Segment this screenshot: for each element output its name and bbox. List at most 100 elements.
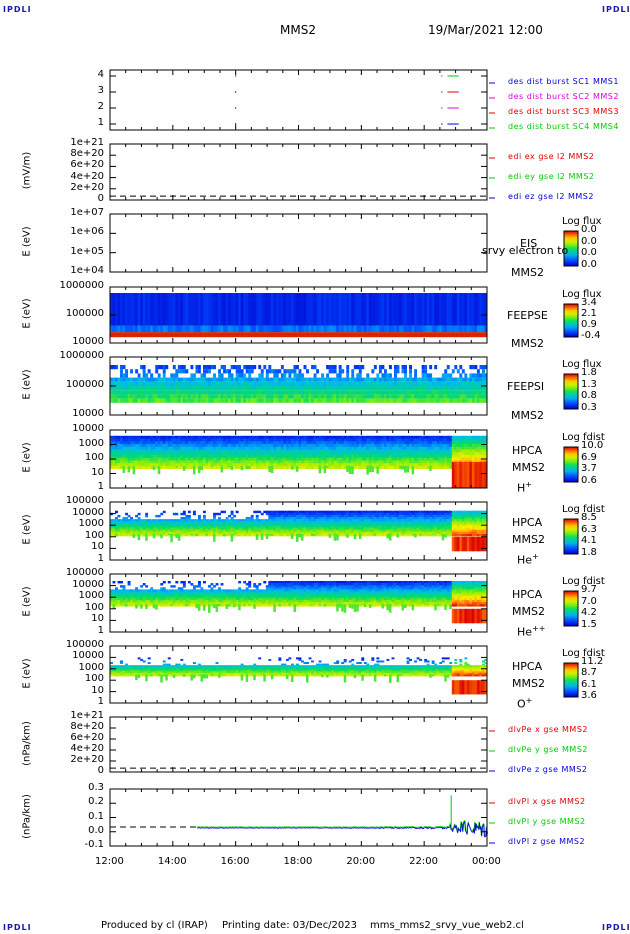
spectrogram-cell bbox=[253, 521, 257, 524]
spectrogram-cell bbox=[409, 377, 412, 382]
spectrogram-cell bbox=[318, 463, 322, 467]
spectrogram-cell bbox=[381, 373, 385, 378]
spectrogram-cell bbox=[165, 438, 169, 442]
spectrogram-cell bbox=[150, 446, 154, 450]
spectrogram-cell bbox=[484, 398, 488, 403]
spectrogram-cell bbox=[213, 381, 216, 386]
spectrogram-cell bbox=[346, 365, 350, 370]
spectrogram-cell bbox=[115, 449, 118, 453]
spectrogram-cell bbox=[225, 531, 229, 535]
spectrogram-cell bbox=[205, 365, 209, 370]
spectrogram-cell bbox=[192, 293, 196, 326]
spectrogram-cell bbox=[416, 441, 420, 445]
spectrogram-cell bbox=[303, 293, 307, 326]
spectrogram-cell bbox=[268, 523, 272, 526]
spectrogram-cell bbox=[130, 325, 134, 333]
spectrogram-cell bbox=[265, 523, 269, 526]
spectrogram-cell bbox=[474, 293, 478, 326]
spectrogram-cell bbox=[353, 512, 357, 516]
spectrogram-cell bbox=[248, 373, 252, 378]
spectrogram-cell bbox=[414, 463, 418, 467]
spectrogram-cell bbox=[273, 394, 277, 399]
spectrogram-cell bbox=[431, 381, 435, 386]
spectrogram-cell bbox=[323, 533, 327, 537]
spectrogram-cell bbox=[353, 377, 357, 382]
spectrogram-cell bbox=[185, 454, 189, 459]
spectrogram-cell bbox=[386, 449, 390, 453]
spectrogram-cell bbox=[182, 446, 186, 450]
spectrogram-cell bbox=[155, 457, 159, 461]
spectrogram-cell bbox=[358, 465, 362, 469]
spectrogram-cell bbox=[441, 390, 445, 395]
spectrogram-cell bbox=[180, 460, 184, 464]
spectrogram-cell bbox=[120, 438, 123, 442]
spectrogram-cell bbox=[140, 398, 144, 403]
spectrogram-cell bbox=[218, 386, 221, 391]
spectrogram-cell bbox=[474, 454, 478, 459]
spectrogram-cell bbox=[378, 377, 382, 382]
spectrogram-cell bbox=[240, 332, 244, 338]
spectrogram-cell bbox=[295, 449, 299, 453]
spectrogram-cell bbox=[243, 465, 247, 469]
spectrogram-cell bbox=[346, 398, 350, 403]
spectrogram-cell bbox=[416, 386, 420, 391]
spectrogram-cell bbox=[444, 394, 448, 399]
spectrogram-cell bbox=[275, 465, 279, 469]
spectrogram-cell bbox=[235, 438, 239, 442]
spectrogram-cell bbox=[125, 512, 128, 516]
spectrogram-cell bbox=[268, 452, 272, 456]
spectrogram-cell bbox=[265, 394, 269, 399]
spectrogram-cell bbox=[295, 519, 299, 522]
spectrogram-cell bbox=[175, 446, 179, 450]
spectrogram-cell bbox=[303, 325, 307, 333]
spectrogram-cell bbox=[378, 510, 382, 514]
spectrogram-cell bbox=[270, 463, 274, 467]
spectrogram-cell bbox=[301, 452, 304, 456]
spectrogram-cell bbox=[170, 521, 174, 524]
spectrogram-cell bbox=[213, 519, 216, 522]
spectrogram-cell bbox=[238, 446, 242, 450]
spectrogram-cell bbox=[288, 444, 292, 448]
spectrogram-cell bbox=[343, 523, 347, 526]
spectrogram-cell bbox=[295, 398, 299, 403]
spectrogram-cell bbox=[313, 435, 317, 439]
spectrogram-cell bbox=[308, 452, 312, 456]
spectrogram-cell bbox=[270, 369, 274, 374]
spectrogram-cell bbox=[368, 523, 372, 526]
spectrogram-cell bbox=[135, 293, 139, 326]
spectrogram-cell bbox=[424, 369, 428, 374]
spectrogram-cell bbox=[213, 449, 216, 453]
spectrogram-cell bbox=[363, 529, 367, 533]
spectrogram-cell bbox=[165, 460, 169, 464]
spectrogram-cell bbox=[343, 386, 347, 391]
spectrogram-cell bbox=[288, 332, 292, 338]
spectrogram-cell bbox=[157, 525, 161, 528]
spectrogram-cell bbox=[202, 386, 206, 391]
spectrogram-cell bbox=[303, 446, 307, 450]
spectrogram-cell bbox=[285, 438, 289, 442]
spectrogram-cell bbox=[366, 512, 370, 516]
spectrogram-cell bbox=[150, 438, 154, 442]
spectrogram-cell bbox=[469, 461, 473, 488]
spectrogram-cell bbox=[306, 512, 309, 516]
spectrogram-cell bbox=[441, 457, 445, 461]
spectrogram-cell bbox=[484, 293, 488, 326]
spectrogram-cell bbox=[394, 377, 397, 382]
spectrogram-cell bbox=[346, 514, 350, 518]
spectrogram-cell bbox=[278, 525, 282, 528]
spectrogram-cell bbox=[391, 293, 395, 326]
spectrogram-cell bbox=[162, 441, 166, 445]
spectrogram-cell bbox=[293, 398, 297, 403]
spectrogram-cell bbox=[250, 533, 254, 537]
spectrogram-cell bbox=[115, 394, 118, 399]
spectrogram-cell bbox=[404, 449, 407, 453]
spectrogram-cell bbox=[160, 365, 164, 370]
spectrogram-cell bbox=[368, 390, 372, 395]
spectrogram-cell bbox=[268, 517, 272, 520]
spectrogram-cell bbox=[197, 525, 201, 528]
spectrogram-cell bbox=[180, 452, 184, 456]
spectrogram-cell bbox=[414, 293, 418, 326]
spectrogram-cell bbox=[205, 377, 209, 382]
spectrogram-cell bbox=[145, 446, 149, 450]
spectrogram-cell bbox=[346, 332, 350, 338]
